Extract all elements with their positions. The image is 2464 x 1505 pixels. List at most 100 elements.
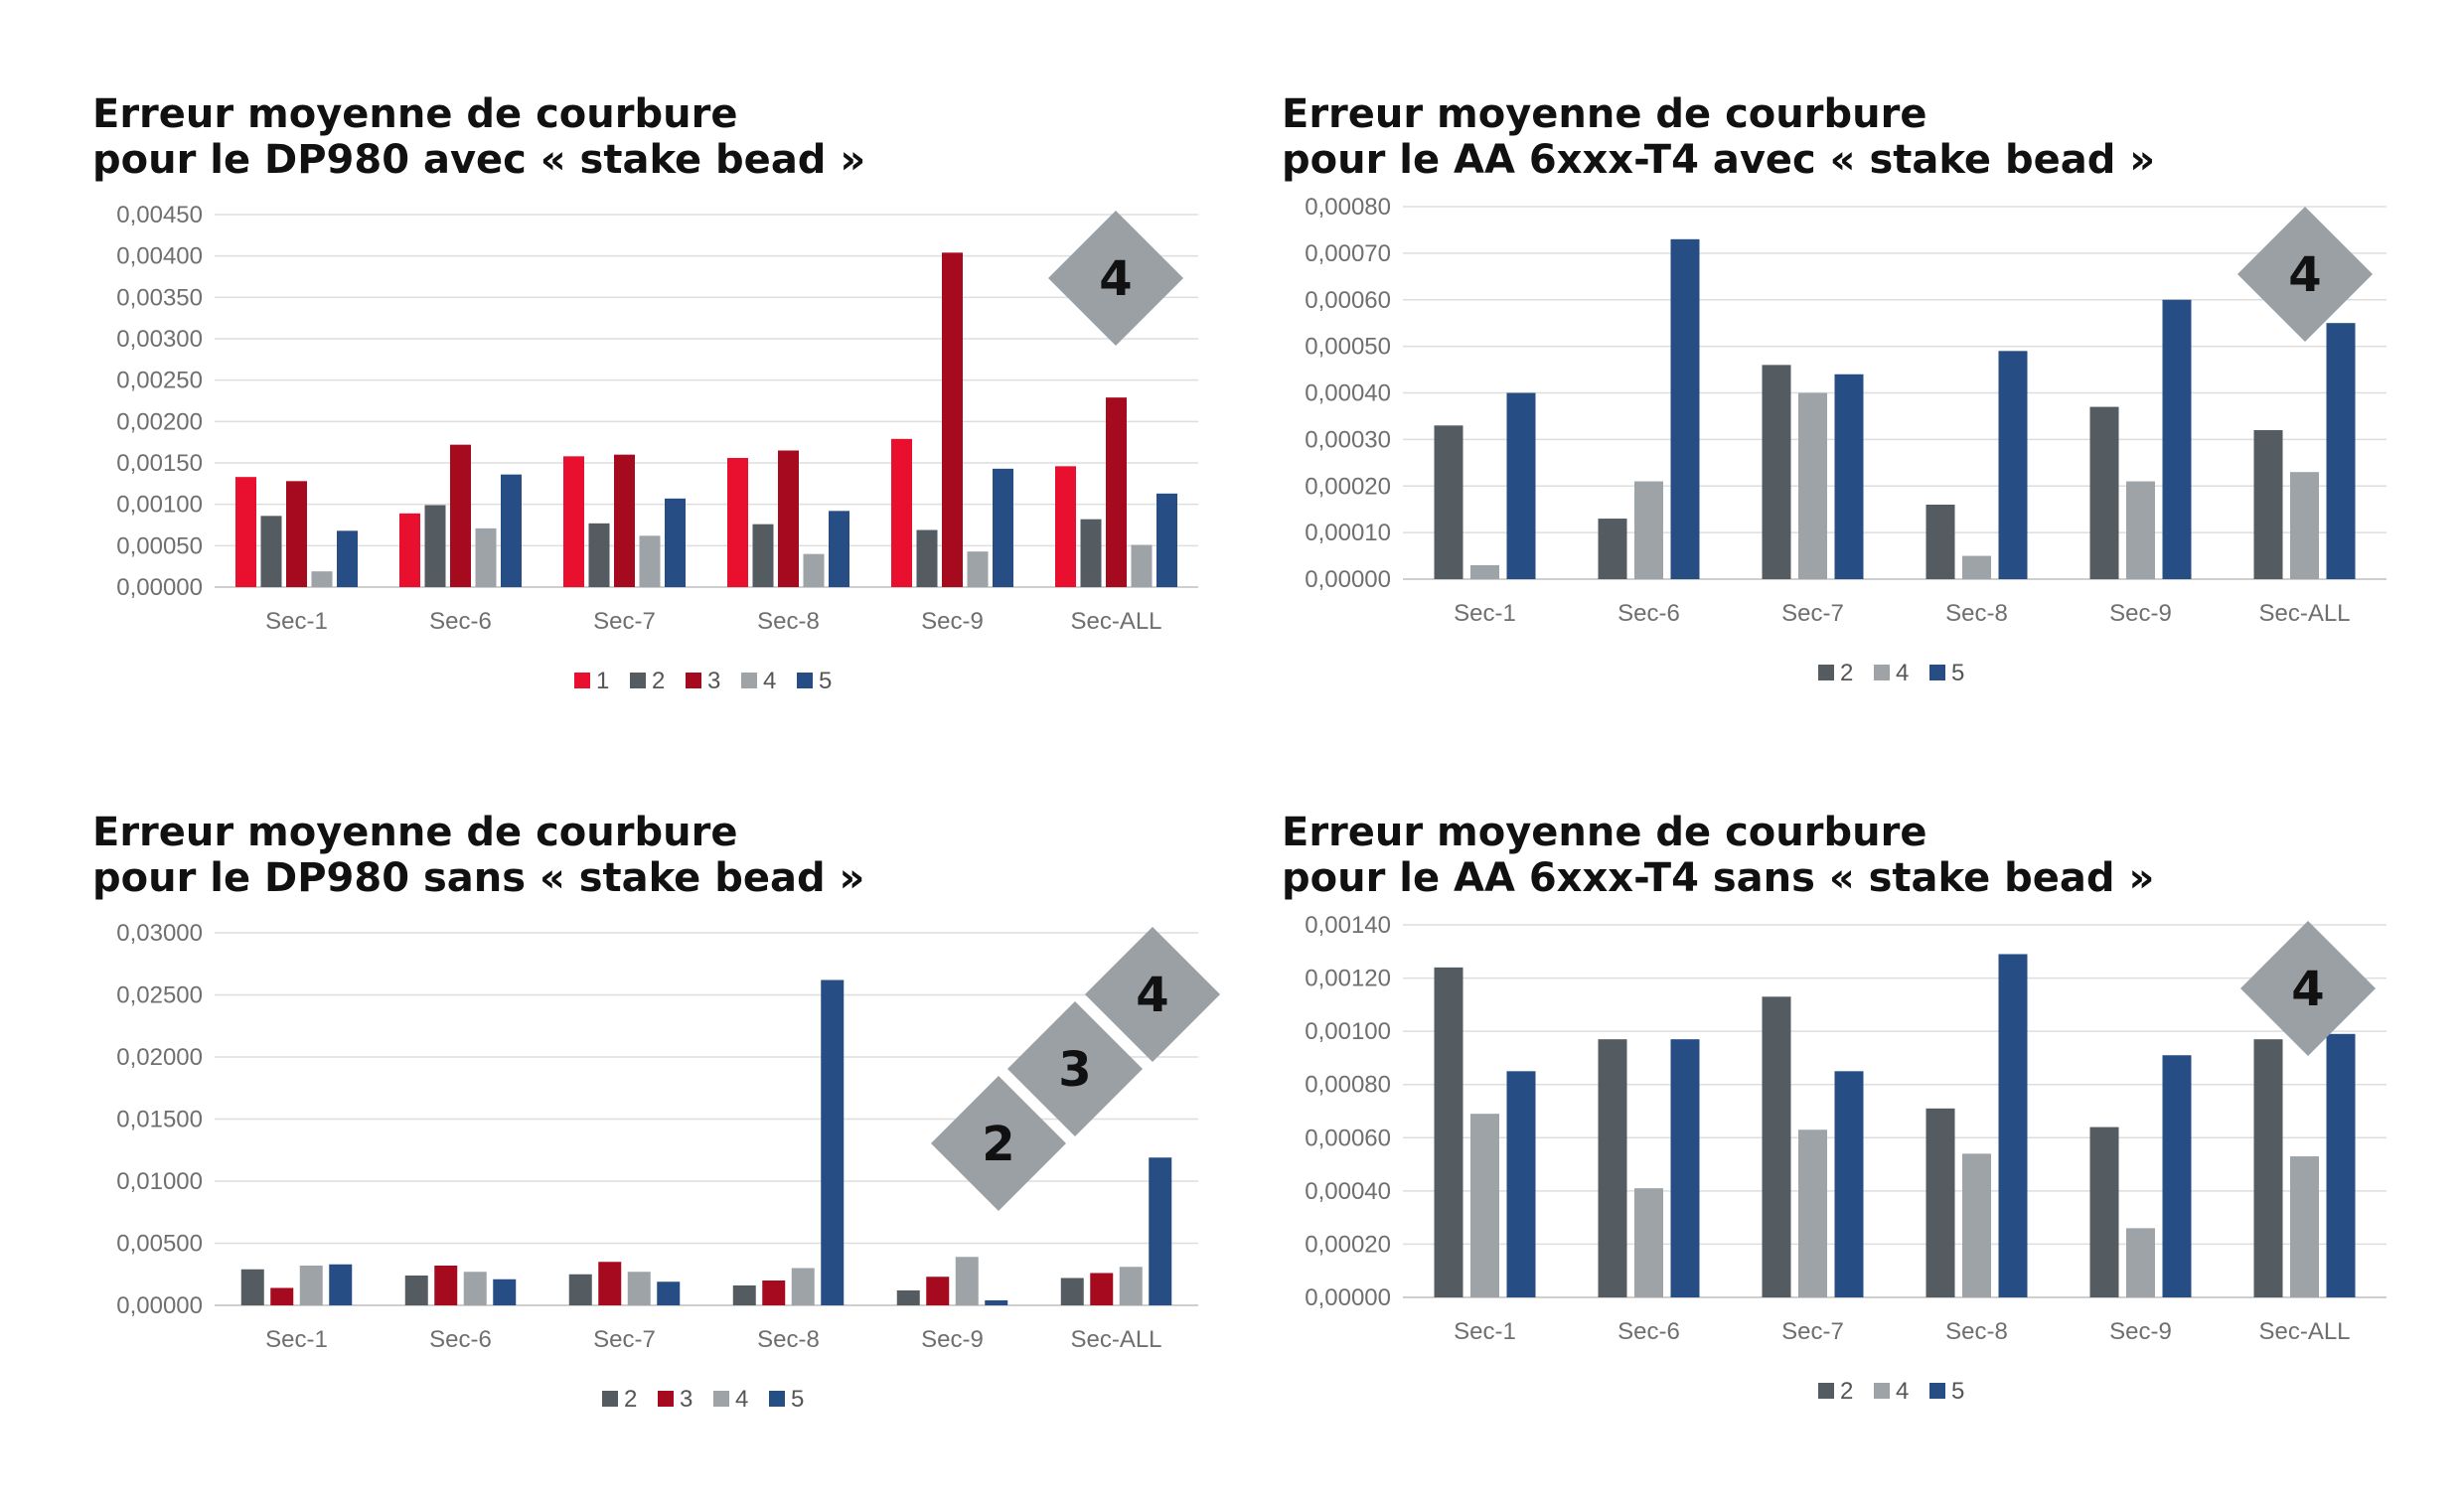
y-tick-label: 0,00020	[1305, 473, 1391, 500]
x-tick-label: Sec-1	[265, 608, 328, 635]
legend-item-5: 5	[797, 668, 832, 694]
y-tick-label: 0,00050	[116, 532, 203, 559]
bar-sec-6-series-5	[493, 1279, 517, 1305]
bar-sec-7-series-4	[627, 1272, 651, 1305]
legend-label: 4	[763, 668, 776, 694]
bar-sec-all-series-5	[2326, 323, 2356, 579]
bar-sec-all-series-4	[2290, 472, 2319, 579]
x-tick-label: Sec-6	[1617, 1318, 1680, 1345]
legend-item-3: 3	[686, 668, 720, 694]
x-tick-label: Sec-8	[757, 608, 820, 635]
bar-sec-1-series-3	[286, 481, 307, 587]
bar-sec-6-series-4	[475, 527, 497, 587]
bar-chart: 0,00000 0,00050 0,00100 0,00150 0,00200 0,002…	[116, 202, 1198, 694]
bar-sec-7-series-5	[665, 498, 686, 587]
legend-label: 1	[596, 668, 609, 694]
bar-sec-9-series-2	[896, 1290, 920, 1305]
chart-panel-dp980-without: Erreur moyenne de courbure pour le DP980…	[92, 810, 1265, 1505]
chart-title: Erreur moyenne de courbure pour le DP980…	[92, 810, 864, 901]
bar-sec-1-series-5	[337, 530, 358, 587]
bar-sec-1-series-4	[1470, 1114, 1499, 1297]
y-tick-label: 0,00000	[116, 574, 203, 601]
bar-sec-8-series-3	[778, 450, 799, 587]
y-tick-label: 0,00400	[116, 243, 203, 270]
bar-sec-1-series-3	[270, 1287, 294, 1305]
legend-swatch	[1874, 1383, 1890, 1399]
legend-swatch	[602, 1391, 618, 1407]
bar-sec-8-series-5	[1998, 351, 2028, 579]
badge-4: 4	[1048, 211, 1183, 346]
y-tick-label: 0,00060	[1305, 1125, 1391, 1151]
bar-sec-9-series-5	[2162, 1055, 2192, 1297]
chart-title-line-2: pour le DP980 avec « stake bead »	[92, 137, 866, 183]
x-tick-label: Sec-ALL	[2258, 1318, 2350, 1345]
x-tick-label: Sec-6	[429, 608, 492, 635]
legend-label: 5	[791, 1386, 804, 1413]
bar-sec-7-series-2	[1762, 996, 1791, 1297]
x-tick-label: Sec-9	[2109, 1318, 2172, 1345]
bar-sec-6-series-2	[404, 1276, 428, 1305]
x-tick-label: Sec-ALL	[1070, 608, 1161, 635]
badge-number: 4	[1099, 251, 1132, 307]
bar-sec-6-series-4	[463, 1272, 487, 1305]
legend-label: 5	[819, 668, 832, 694]
chart-title-line-1: Erreur moyenne de courbure	[92, 810, 738, 855]
x-tick-label: Sec-8	[1945, 1318, 2008, 1345]
bar-sec-1-series-2	[1434, 967, 1463, 1297]
badge-number: 4	[1136, 968, 1168, 1023]
bar-sec-6-series-5	[1670, 238, 1700, 579]
badge-4: 4	[2237, 207, 2373, 342]
legend-swatch	[630, 673, 646, 688]
bar-sec-9-series-2	[916, 529, 938, 587]
legend-item-4: 4	[1874, 1378, 1909, 1405]
badge-number: 4	[2288, 247, 2321, 303]
legend-item-4: 4	[741, 668, 776, 694]
x-tick-label: Sec-ALL	[2258, 600, 2350, 627]
badge-number: 4	[2291, 962, 2324, 1017]
bar-sec-9-series-3	[942, 252, 963, 588]
y-tick-label: 0,01000	[116, 1168, 203, 1195]
bar-sec-6-series-2	[424, 505, 446, 587]
bar-sec-all-series-4	[2290, 1156, 2319, 1297]
chart-title-line-1: Erreur moyenne de courbure	[92, 91, 738, 137]
bar-sec-9-series-4	[967, 551, 989, 587]
x-tick-label: Sec-9	[2109, 600, 2172, 627]
y-tick-label: 0,00350	[116, 284, 203, 311]
chart-title: Erreur moyenne de courbure pour le AA 6x…	[1282, 91, 2155, 183]
legend-swatch	[713, 1391, 729, 1407]
y-tick-label: 0,02500	[116, 982, 203, 1009]
y-tick-label: 0,00000	[116, 1292, 203, 1319]
bar-sec-all-series-1	[1055, 466, 1076, 587]
x-tick-label: Sec-9	[921, 1326, 984, 1353]
legend-label: 3	[707, 668, 720, 694]
legend-label: 5	[1951, 660, 1964, 686]
y-tick-label: 0,00040	[1305, 1178, 1391, 1205]
bar-sec-7-series-4	[1798, 1129, 1827, 1297]
legend-label: 2	[1840, 660, 1853, 686]
bar-sec-1-series-4	[299, 1266, 323, 1305]
y-tick-label: 0,00100	[1305, 1018, 1391, 1045]
x-tick-label: Sec-6	[429, 1326, 492, 1353]
badge-number: 3	[1058, 1042, 1091, 1098]
bar-sec-6-series-2	[1598, 519, 1627, 579]
x-tick-label: Sec-6	[1617, 600, 1680, 627]
bar-sec-7-series-1	[563, 456, 584, 587]
bar-sec-8-series-4	[1962, 1153, 1991, 1297]
legend-item-2: 2	[1818, 1378, 1853, 1405]
bar-sec-6-series-1	[399, 513, 420, 587]
chart-title-line-1: Erreur moyenne de courbure	[1282, 810, 1927, 855]
y-tick-label: 0,02000	[116, 1044, 203, 1071]
bar-sec-7-series-3	[614, 454, 635, 587]
chart-panel-dp980-with: Erreur moyenne de courbure pour le DP980…	[92, 91, 1265, 787]
y-tick-label: 0,01500	[116, 1107, 203, 1133]
bar-sec-9-series-5	[985, 1300, 1008, 1305]
bar-sec-8-series-2	[732, 1285, 756, 1305]
bar-sec-8-series-3	[762, 1280, 786, 1305]
y-tick-label: 0,00030	[1305, 426, 1391, 453]
y-tick-label: 0,00450	[116, 202, 203, 228]
x-tick-label: Sec-ALL	[1070, 1326, 1161, 1353]
bar-sec-1-series-2	[240, 1269, 264, 1305]
y-tick-label: 0,00140	[1305, 912, 1391, 939]
chart-panel-aa6xxx-without: Erreur moyenne de courbure pour le AA 6x…	[1282, 810, 2454, 1505]
bar-sec-9-series-5	[993, 468, 1013, 587]
